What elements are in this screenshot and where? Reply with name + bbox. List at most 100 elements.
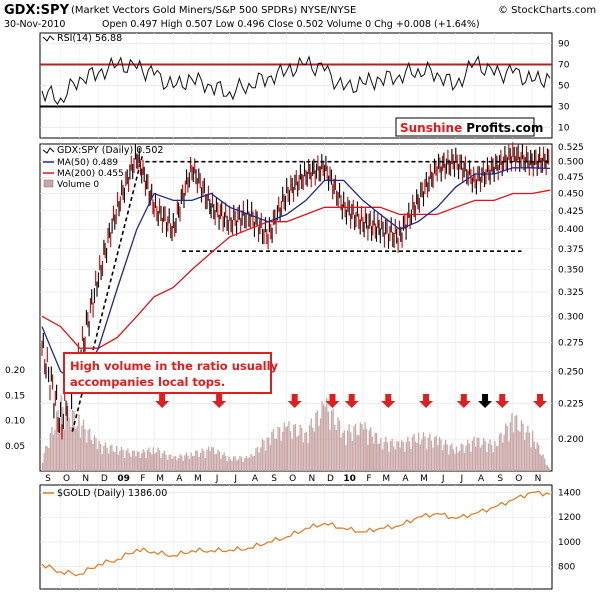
volume-bar — [57, 410, 59, 471]
volume-bar — [405, 442, 407, 471]
volume-bar — [229, 459, 231, 471]
volume-bar — [52, 434, 55, 471]
volume-bar — [81, 425, 83, 471]
volume-bar — [154, 453, 156, 471]
volume-bar — [54, 429, 56, 471]
volume-bar — [168, 454, 170, 471]
volume-bar — [148, 447, 150, 471]
volume-bar — [228, 456, 230, 471]
annotation-text: High volume in the ratio usually accompan… — [70, 359, 279, 389]
volume-bar — [84, 429, 86, 471]
volume-bar — [377, 444, 379, 471]
x-tick-label: N — [309, 474, 316, 484]
volume-bar — [437, 445, 439, 471]
volume-bar — [375, 433, 378, 471]
volume-bar — [269, 445, 271, 471]
volume-bar — [520, 420, 523, 471]
volume-bar — [329, 429, 331, 471]
volume-bar — [500, 432, 502, 471]
ma200-line — [41, 189, 551, 349]
volume-bar — [232, 456, 235, 471]
volume-bar — [324, 406, 326, 471]
x-tick-label: F — [366, 474, 371, 484]
volume-bar — [124, 458, 126, 471]
volume-bar — [348, 424, 350, 471]
annotation-box: High volume in the ratio usually accompan… — [63, 352, 279, 394]
volume-bar — [304, 432, 306, 471]
price-tick-label: 0.225 — [558, 399, 584, 409]
label-layer: 10 30 50 70 90 0.200 0.225 0.250 0.275 0.300 0.325… — [5, 40, 584, 573]
volume-bar — [434, 437, 436, 471]
volume-spike-arrow — [212, 394, 227, 408]
volume-bar — [173, 456, 175, 471]
volume-tick-label: 0.15 — [5, 391, 25, 401]
volume-bar — [46, 446, 48, 471]
volume-bar — [103, 445, 105, 471]
volume-spike-arrow — [155, 394, 170, 408]
volume-bar — [494, 441, 496, 471]
volume-bar — [268, 437, 270, 471]
volume-bar — [149, 452, 152, 471]
gold-tick-label: 800 — [558, 563, 575, 573]
volume-bar — [280, 440, 282, 471]
volume-bar — [297, 435, 300, 471]
volume-bar — [132, 450, 134, 471]
volume-bar — [321, 401, 323, 471]
volume-bar — [524, 440, 526, 471]
volume-bar — [548, 467, 550, 471]
volume-bar — [138, 451, 140, 471]
watermark: © StockCharts.com — [498, 5, 596, 16]
x-tick-label: J — [233, 474, 237, 484]
volume-bar — [397, 441, 400, 471]
volume-bar — [207, 446, 210, 471]
volume-bar — [505, 423, 507, 471]
volume-bar — [368, 430, 370, 471]
x-tick-label: J — [441, 474, 445, 484]
volume-bar — [198, 456, 200, 471]
volume-bar — [310, 418, 312, 471]
volume-bar — [245, 455, 247, 471]
volume-bar — [191, 456, 194, 471]
volume-bar — [305, 431, 308, 471]
volume-bar — [222, 454, 224, 471]
volume-bar — [517, 430, 519, 471]
volume-bar — [421, 439, 423, 471]
volume-bar — [476, 437, 478, 471]
volume-bar — [414, 441, 417, 471]
volume-bar — [176, 460, 178, 471]
volume-bar — [471, 440, 474, 471]
volume-bar — [279, 427, 281, 471]
volume-bar — [62, 406, 64, 471]
volume-bar — [309, 425, 311, 471]
volume-bar — [340, 437, 342, 471]
volume-bar — [196, 450, 198, 471]
volume-bar — [166, 459, 169, 471]
volume-bar — [302, 442, 304, 471]
volume-bar — [503, 434, 505, 471]
ma50-legend-label: MA(50) 0.489 — [57, 158, 118, 168]
price-layer — [41, 142, 552, 440]
price-legend-icon — [42, 147, 55, 154]
volume-bar — [158, 450, 161, 471]
volume-bar — [90, 439, 92, 471]
volume-bar — [446, 444, 448, 471]
x-tick-label: 10 — [343, 474, 356, 484]
volume-bar — [68, 418, 70, 471]
volume-bar — [463, 453, 466, 471]
volume-bar — [63, 429, 66, 471]
volume-bar — [247, 458, 249, 471]
volume-bar — [430, 440, 433, 471]
uptrend-line — [71, 155, 144, 432]
volume-bar — [429, 433, 431, 471]
volume-bar — [449, 445, 451, 471]
volume-bar — [59, 426, 61, 471]
volume-bar — [337, 417, 339, 471]
chart-date: 30-Nov-2010 — [4, 19, 65, 30]
annotation-line: accompanies local tops. — [70, 375, 225, 389]
volume-bar — [112, 451, 115, 471]
volume-bar — [92, 443, 94, 471]
rsi-legend: RSI(14) 56.88 — [42, 33, 122, 44]
volume-bar — [445, 440, 447, 471]
volume-bar — [459, 450, 461, 471]
volume-bar — [86, 442, 88, 471]
